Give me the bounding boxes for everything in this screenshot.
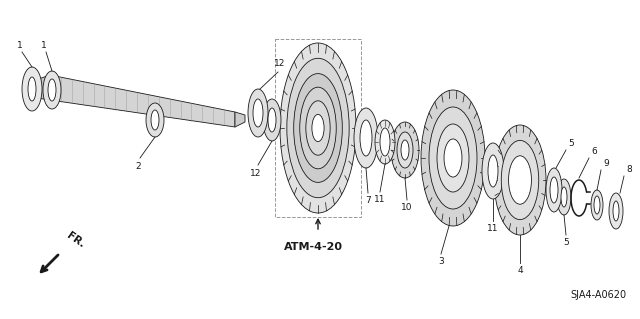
Ellipse shape xyxy=(151,110,159,130)
Ellipse shape xyxy=(48,79,56,101)
Ellipse shape xyxy=(488,155,498,187)
Ellipse shape xyxy=(287,58,349,198)
Ellipse shape xyxy=(248,89,268,137)
Text: 1: 1 xyxy=(17,41,23,50)
Ellipse shape xyxy=(375,120,395,164)
Ellipse shape xyxy=(146,103,164,137)
Ellipse shape xyxy=(43,71,61,109)
Ellipse shape xyxy=(22,67,42,111)
Text: 11: 11 xyxy=(487,224,499,233)
Text: 6: 6 xyxy=(591,147,596,156)
Text: ATM-4-20: ATM-4-20 xyxy=(284,242,343,252)
Ellipse shape xyxy=(294,74,342,182)
Ellipse shape xyxy=(263,99,281,141)
Ellipse shape xyxy=(360,120,372,156)
Ellipse shape xyxy=(391,122,419,178)
Ellipse shape xyxy=(300,87,336,169)
Bar xyxy=(275,39,361,217)
Text: 8: 8 xyxy=(626,165,632,174)
Text: SJA4-A0620: SJA4-A0620 xyxy=(570,290,626,300)
Polygon shape xyxy=(30,75,50,100)
Text: 10: 10 xyxy=(401,203,413,212)
Text: 4: 4 xyxy=(517,266,523,275)
Ellipse shape xyxy=(594,196,600,214)
Text: 12: 12 xyxy=(250,169,262,178)
Ellipse shape xyxy=(444,139,462,177)
Polygon shape xyxy=(235,112,245,127)
Ellipse shape xyxy=(401,140,409,160)
Ellipse shape xyxy=(26,74,34,104)
Text: FR.: FR. xyxy=(65,231,86,250)
Ellipse shape xyxy=(306,101,330,155)
Ellipse shape xyxy=(609,193,623,229)
Text: 3: 3 xyxy=(438,257,444,266)
Ellipse shape xyxy=(509,156,531,204)
Ellipse shape xyxy=(354,108,378,168)
Ellipse shape xyxy=(253,99,263,127)
Ellipse shape xyxy=(591,190,603,220)
Ellipse shape xyxy=(421,90,485,226)
Ellipse shape xyxy=(437,124,469,192)
Ellipse shape xyxy=(280,43,356,213)
Ellipse shape xyxy=(397,132,413,168)
Ellipse shape xyxy=(429,107,477,209)
Text: 7: 7 xyxy=(365,196,371,205)
Ellipse shape xyxy=(312,115,324,142)
Polygon shape xyxy=(50,75,235,127)
Text: 12: 12 xyxy=(275,59,285,68)
Text: 9: 9 xyxy=(603,159,609,168)
Ellipse shape xyxy=(557,179,571,215)
Text: 2: 2 xyxy=(135,162,141,171)
Ellipse shape xyxy=(561,187,567,207)
Ellipse shape xyxy=(613,201,619,221)
Text: 5: 5 xyxy=(563,238,569,247)
Text: 1: 1 xyxy=(41,41,47,50)
Ellipse shape xyxy=(268,108,276,132)
Ellipse shape xyxy=(550,177,558,203)
Ellipse shape xyxy=(28,77,36,101)
Ellipse shape xyxy=(501,140,539,219)
Text: 11: 11 xyxy=(374,195,386,204)
Ellipse shape xyxy=(380,128,390,156)
Text: 5: 5 xyxy=(568,139,573,148)
Ellipse shape xyxy=(546,168,562,212)
Ellipse shape xyxy=(494,125,546,235)
Ellipse shape xyxy=(482,143,504,199)
